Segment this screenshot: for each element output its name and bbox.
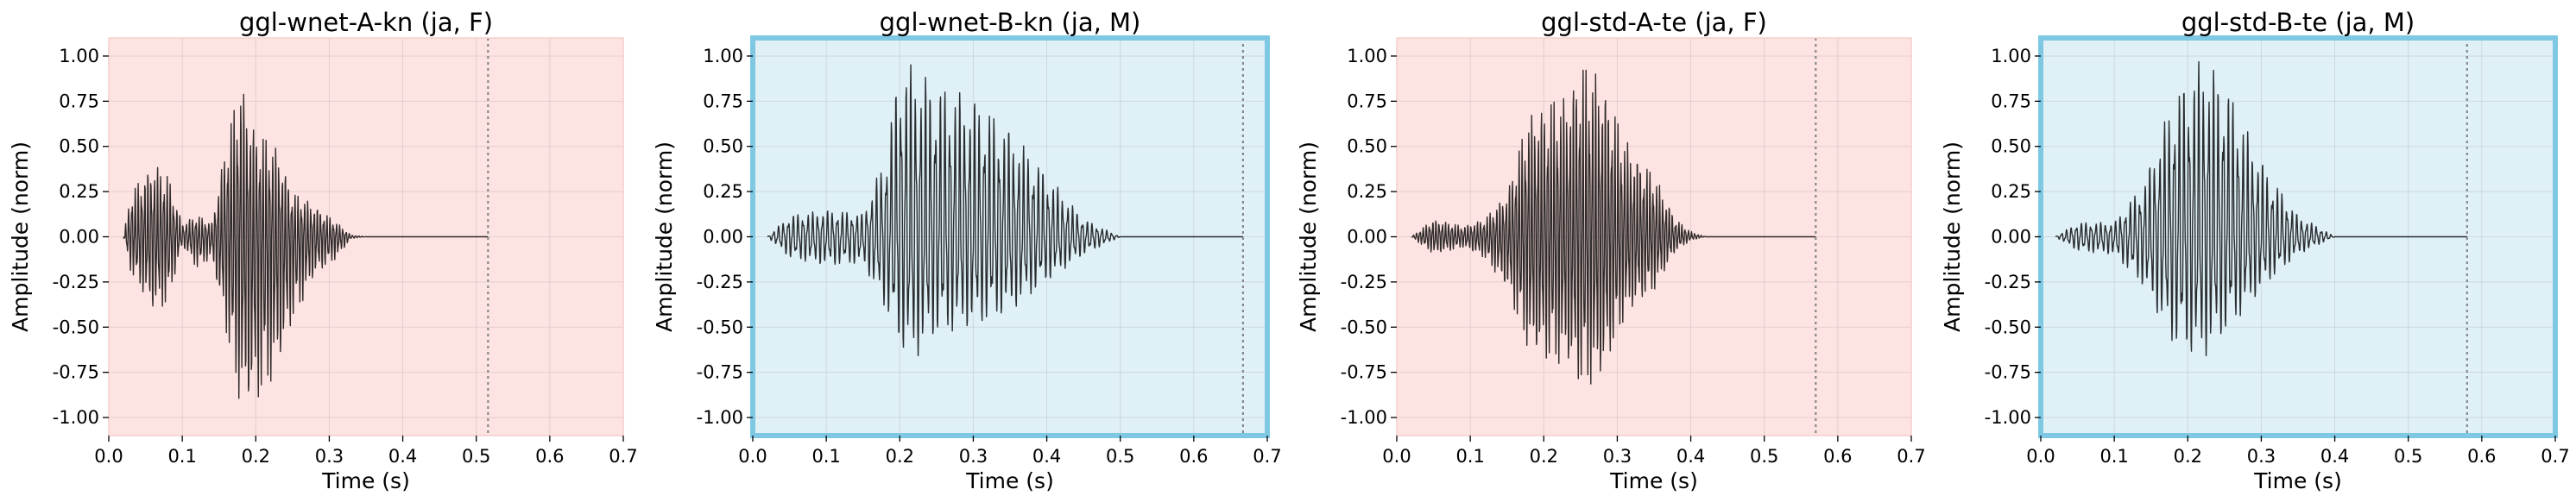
- y-tick-label: -0.75: [1341, 362, 1387, 383]
- chart-panel-4: 0.0 0.1 0.2 0.3 0.4 0.5 0.6 0.7 1.00 0.75 0.50 0.25…: [1940, 8, 2570, 493]
- y-tick-label: 1.00: [1347, 46, 1387, 66]
- x-tick-label: 0.7: [1253, 446, 1281, 467]
- chart-title: ggl-std-A-te (ja, F): [1541, 8, 1767, 37]
- y-tick-label: -0.50: [697, 317, 743, 337]
- x-tick-label: 0.2: [2174, 446, 2202, 467]
- x-tick-label: 0.0: [738, 446, 767, 467]
- y-tick-label: 0.25: [703, 181, 743, 202]
- x-tick-label: 0.2: [1530, 446, 1558, 467]
- y-tick-label: -0.50: [1985, 317, 2031, 337]
- y-tick-label: -1.00: [1985, 407, 2031, 428]
- y-tick-label: 0.25: [1347, 181, 1387, 202]
- y-tick-label: -1.00: [1341, 407, 1387, 428]
- x-tick-label: 0.5: [1106, 446, 1134, 467]
- y-tick-label: 0.00: [1991, 227, 2031, 248]
- x-tick-label: 0.1: [2099, 446, 2128, 467]
- x-axis-label: Time (s): [965, 468, 1054, 493]
- x-tick-label: 0.3: [315, 446, 344, 467]
- x-tick-label: 0.1: [167, 446, 196, 467]
- y-axis-label: Amplitude (norm): [652, 141, 677, 332]
- x-tick-label: 0.6: [1179, 446, 1208, 467]
- x-tick-label: 0.3: [2247, 446, 2276, 467]
- y-tick-label: -1.00: [53, 407, 99, 428]
- y-tick-label: -0.25: [1985, 272, 2031, 292]
- waveform-series: [767, 64, 1244, 357]
- y-tick-label: -0.25: [53, 272, 99, 292]
- y-tick-label: 0.75: [1991, 91, 2031, 111]
- y-tick-label: -0.25: [1341, 272, 1387, 292]
- chart-panel-1: 0.0 0.1 0.2 0.3 0.4 0.5 0.6 0.7 1.00 0.75 0.50 0.25…: [8, 8, 638, 493]
- x-tick-label: 0.1: [1455, 446, 1484, 467]
- x-tick-label: 0.4: [1032, 446, 1061, 467]
- x-axis-label: Time (s): [2253, 468, 2342, 493]
- x-tick-label: 0.6: [1823, 446, 1852, 467]
- y-tick-label: 0.75: [59, 91, 99, 111]
- y-tick-label: 0.50: [1991, 136, 2031, 157]
- y-tick-label: -0.25: [697, 272, 743, 292]
- y-tick-label: 0.25: [59, 181, 99, 202]
- y-tick-label: 0.75: [1347, 91, 1387, 111]
- x-tick-label: 0.0: [2026, 446, 2055, 467]
- y-tick-label: 0.00: [59, 227, 99, 248]
- waveform-series: [123, 93, 489, 399]
- x-tick-label: 0.6: [535, 446, 564, 467]
- y-tick-label: 0.50: [703, 136, 743, 157]
- y-axis-label: Amplitude (norm): [1940, 141, 1965, 332]
- x-tick-label: 0.4: [1676, 446, 1705, 467]
- y-axis-label: Amplitude (norm): [1296, 141, 1321, 332]
- x-tick-label: 0.3: [1603, 446, 1632, 467]
- x-tick-label: 0.4: [2320, 446, 2349, 467]
- x-tick-label: 0.5: [462, 446, 490, 467]
- x-tick-label: 0.7: [1897, 446, 1925, 467]
- y-axis-label: Amplitude (norm): [8, 141, 33, 332]
- chart-panel-2: 0.0 0.1 0.2 0.3 0.4 0.5 0.6 0.7 1.00 0.75 0.50 0.25…: [652, 8, 1282, 493]
- chart-panel-3: 0.0 0.1 0.2 0.3 0.4 0.5 0.6 0.7 1.00 0.75 0.50 0.25…: [1296, 8, 1926, 493]
- x-axis-label: Time (s): [321, 468, 410, 493]
- x-tick-label: 0.6: [2467, 446, 2496, 467]
- y-tick-label: 0.00: [1347, 227, 1387, 248]
- y-tick-label: 0.25: [1991, 181, 2031, 202]
- y-tick-label: 0.75: [703, 91, 743, 111]
- x-tick-label: 0.5: [1750, 446, 1778, 467]
- x-tick-label: 0.4: [388, 446, 417, 467]
- x-tick-label: 0.2: [242, 446, 270, 467]
- y-tick-label: 0.50: [59, 136, 99, 157]
- x-tick-label: 0.0: [94, 446, 123, 467]
- y-tick-label: 1.00: [1991, 46, 2031, 66]
- x-axis-label: Time (s): [1609, 468, 1698, 493]
- y-tick-label: -0.75: [697, 362, 743, 383]
- chart-title: ggl-std-B-te (ja, M): [2181, 8, 2415, 37]
- y-tick-label: -0.75: [53, 362, 99, 383]
- y-tick-label: -0.50: [53, 317, 99, 337]
- x-tick-label: 0.0: [1382, 446, 1411, 467]
- x-tick-label: 0.2: [886, 446, 914, 467]
- waveform-series: [2055, 60, 2468, 357]
- chart-title: ggl-wnet-A-kn (ja, F): [239, 8, 493, 37]
- y-tick-label: 1.00: [59, 46, 99, 66]
- y-tick-label: 1.00: [703, 46, 743, 66]
- y-tick-label: 0.00: [703, 227, 743, 248]
- x-tick-label: 0.7: [2541, 446, 2569, 467]
- y-tick-label: 0.50: [1347, 136, 1387, 157]
- x-tick-label: 0.3: [959, 446, 988, 467]
- chart-title: ggl-wnet-B-kn (ja, M): [880, 8, 1141, 37]
- y-tick-label: -0.75: [1985, 362, 2031, 383]
- y-tick-label: -0.50: [1341, 317, 1387, 337]
- x-tick-label: 0.5: [2394, 446, 2422, 467]
- y-tick-label: -1.00: [697, 407, 743, 428]
- x-tick-label: 0.7: [609, 446, 637, 467]
- x-tick-label: 0.1: [811, 446, 840, 467]
- waveform-series: [1411, 69, 1816, 385]
